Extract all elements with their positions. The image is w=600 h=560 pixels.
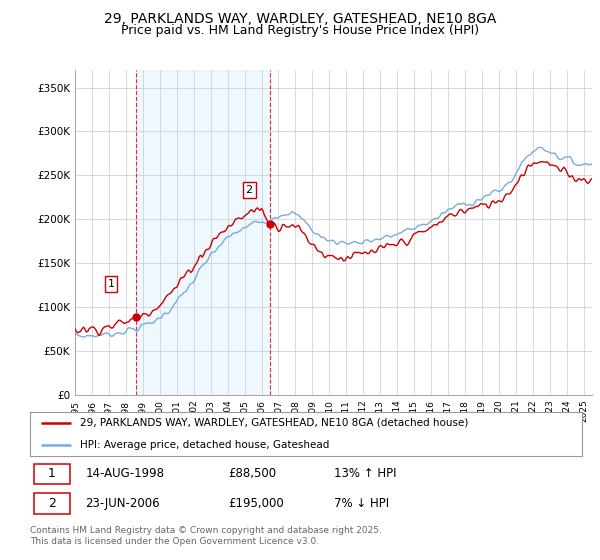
Text: £88,500: £88,500 <box>229 468 277 480</box>
Bar <box>136 70 269 395</box>
Text: 2: 2 <box>245 185 253 195</box>
Text: 14-AUG-1998: 14-AUG-1998 <box>85 468 164 480</box>
FancyBboxPatch shape <box>34 493 70 514</box>
Text: £195,000: £195,000 <box>229 497 284 510</box>
Text: 23-JUN-2006: 23-JUN-2006 <box>85 497 160 510</box>
FancyBboxPatch shape <box>34 464 70 484</box>
Text: 1: 1 <box>107 279 115 289</box>
Text: 29, PARKLANDS WAY, WARDLEY, GATESHEAD, NE10 8GA: 29, PARKLANDS WAY, WARDLEY, GATESHEAD, N… <box>104 12 496 26</box>
Text: 7% ↓ HPI: 7% ↓ HPI <box>334 497 389 510</box>
Text: 13% ↑ HPI: 13% ↑ HPI <box>334 468 396 480</box>
Text: Price paid vs. HM Land Registry's House Price Index (HPI): Price paid vs. HM Land Registry's House … <box>121 24 479 36</box>
Text: 1: 1 <box>48 468 56 480</box>
Text: 2: 2 <box>48 497 56 510</box>
Text: Contains HM Land Registry data © Crown copyright and database right 2025.
This d: Contains HM Land Registry data © Crown c… <box>30 526 382 546</box>
Text: 29, PARKLANDS WAY, WARDLEY, GATESHEAD, NE10 8GA (detached house): 29, PARKLANDS WAY, WARDLEY, GATESHEAD, N… <box>80 418 468 428</box>
Text: HPI: Average price, detached house, Gateshead: HPI: Average price, detached house, Gate… <box>80 440 329 450</box>
